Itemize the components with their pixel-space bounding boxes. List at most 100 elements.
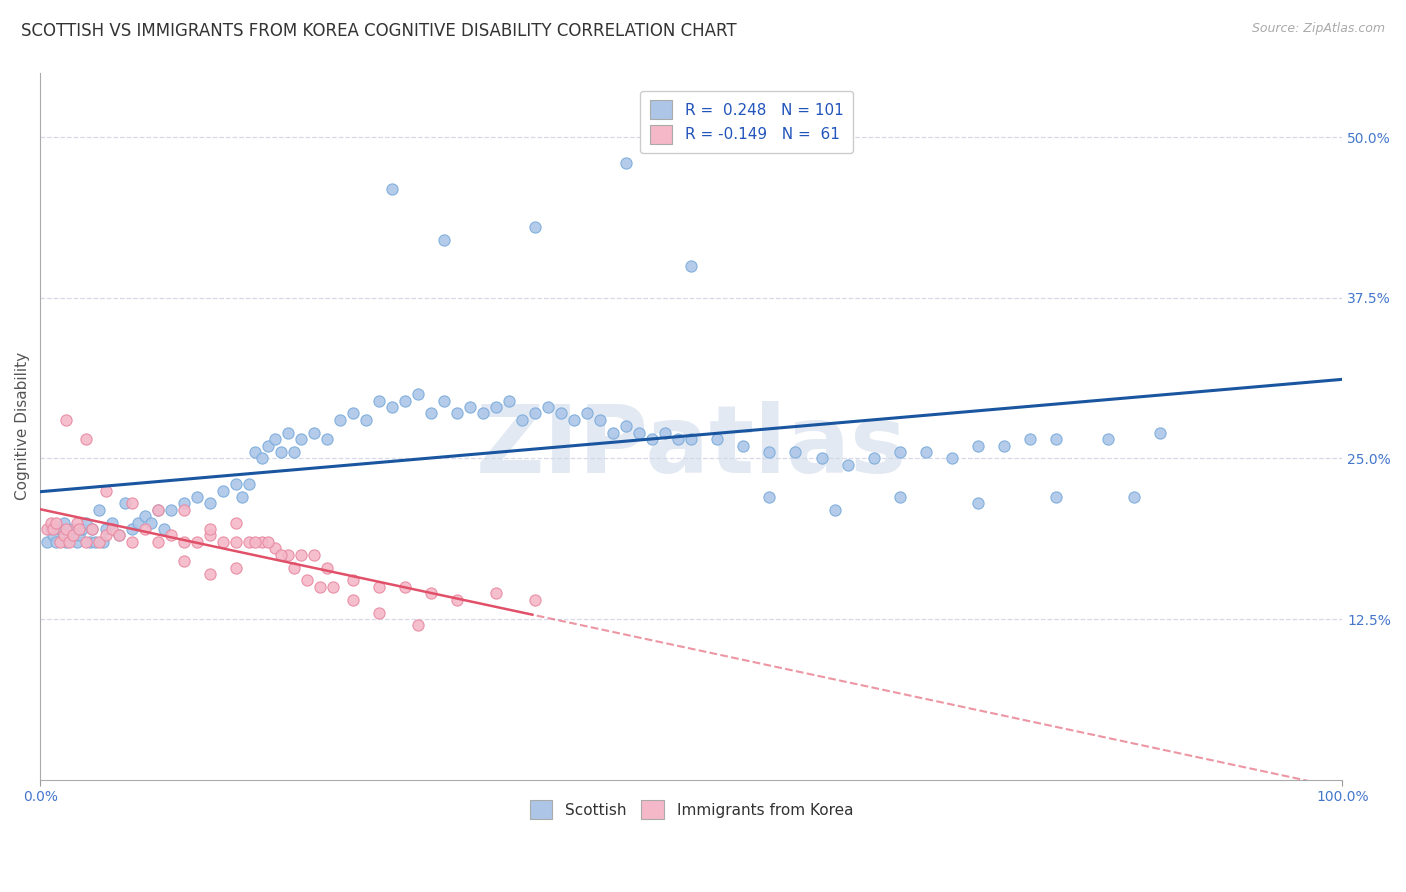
Point (329, 413, 352, 427)
Point (225, 560, 247, 574)
Point (315, 560, 337, 574)
Point (342, 592, 364, 607)
Point (225, 477, 247, 491)
Point (173, 535, 195, 549)
Point (49, 535, 72, 549)
Point (367, 580, 389, 594)
Point (472, 407, 495, 421)
Point (524, 592, 547, 607)
Point (58, 535, 80, 549)
Point (1045, 490, 1067, 504)
Point (420, 586, 443, 600)
Point (45, 516, 67, 530)
Point (785, 445, 807, 459)
Point (75, 432, 97, 446)
Point (49, 522, 72, 536)
Point (550, 407, 572, 421)
Point (101, 522, 124, 536)
Point (107, 528, 129, 542)
Point (966, 439, 988, 453)
Point (270, 548, 292, 562)
Point (914, 445, 936, 459)
Point (153, 522, 176, 536)
Point (941, 451, 963, 466)
Point (524, 407, 547, 421)
Point (87, 535, 110, 549)
Point (576, 407, 599, 421)
Point (302, 425, 325, 440)
Point (562, 413, 585, 427)
Point (231, 490, 253, 504)
Point (101, 516, 124, 530)
Point (245, 535, 267, 549)
Point (70, 522, 93, 536)
Point (510, 413, 533, 427)
Point (84, 535, 107, 549)
Point (134, 509, 156, 524)
Point (250, 451, 273, 466)
Point (146, 535, 169, 549)
Point (837, 458, 859, 472)
Point (146, 503, 169, 517)
Point (245, 445, 267, 459)
Point (1149, 425, 1171, 440)
Point (1123, 490, 1146, 504)
Point (270, 445, 292, 459)
Point (94, 483, 117, 498)
Point (146, 503, 169, 517)
Point (758, 445, 780, 459)
Point (263, 541, 285, 556)
Point (309, 580, 332, 594)
Point (381, 400, 404, 414)
Point (42, 522, 65, 536)
Point (66, 516, 89, 530)
Point (35, 522, 58, 536)
Text: ZIPatlas: ZIPatlas (475, 401, 907, 493)
Point (66, 535, 89, 549)
Point (173, 496, 195, 510)
Point (406, 618, 429, 632)
Point (589, 413, 612, 427)
Point (628, 425, 651, 440)
Point (134, 522, 156, 536)
Point (198, 528, 221, 542)
Point (75, 535, 97, 549)
Point (173, 503, 195, 517)
Point (537, 400, 560, 414)
Point (367, 606, 389, 620)
Point (602, 425, 624, 440)
Point (62, 528, 84, 542)
Y-axis label: Cognitive Disability: Cognitive Disability (15, 352, 30, 500)
Point (666, 432, 689, 446)
Point (42, 528, 65, 542)
Point (283, 560, 305, 574)
Point (238, 535, 260, 549)
Point (290, 548, 312, 562)
Legend: Scottish, Immigrants from Korea: Scottish, Immigrants from Korea (523, 794, 859, 825)
Point (211, 483, 233, 498)
Point (681, 432, 703, 446)
Point (342, 407, 364, 421)
Point (381, 181, 404, 195)
Point (121, 535, 143, 549)
Point (824, 503, 846, 517)
Point (39, 516, 62, 530)
Point (433, 233, 456, 247)
Point (127, 516, 149, 530)
Point (433, 393, 456, 408)
Point (302, 548, 325, 562)
Point (82, 522, 104, 536)
Point (263, 432, 285, 446)
Point (524, 220, 547, 235)
Point (446, 592, 468, 607)
Point (966, 496, 988, 510)
Point (342, 574, 364, 588)
Point (55, 413, 77, 427)
Point (91, 535, 114, 549)
Text: Source: ZipAtlas.com: Source: ZipAtlas.com (1251, 22, 1385, 36)
Point (862, 451, 884, 466)
Point (94, 528, 117, 542)
Point (322, 580, 344, 594)
Point (485, 586, 508, 600)
Point (55, 522, 77, 536)
